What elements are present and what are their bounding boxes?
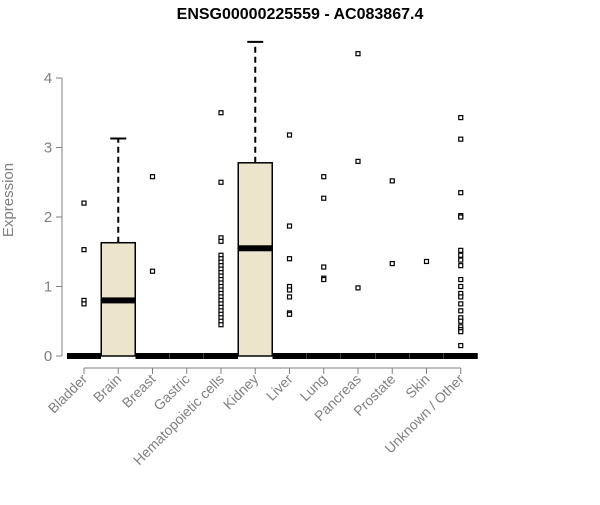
median-bar [238, 245, 273, 252]
outlier-point [81, 301, 87, 307]
outlier-point [149, 174, 156, 180]
outlier-point [458, 276, 464, 283]
x-tick-label: Kidney [220, 371, 262, 413]
median-bar [169, 353, 204, 359]
outlier-point [286, 294, 293, 300]
x-tick-label: Skin [402, 371, 433, 402]
outlier-point [458, 247, 464, 253]
outlier-point [458, 318, 464, 324]
median-bar [375, 353, 410, 359]
chart-title: ENSG00000225559 - AC083867.4 [176, 6, 424, 23]
outlier-point [286, 287, 293, 293]
outlier-point [149, 268, 156, 274]
median-bar [135, 353, 170, 359]
y-tick-label: 1 [44, 279, 52, 296]
outlier-point [355, 51, 361, 57]
y-tick-label: 3 [44, 140, 52, 157]
y-tick-label: 0 [44, 348, 52, 365]
outlier-point [458, 190, 464, 196]
outlier-point [423, 258, 430, 265]
outlier-point [458, 257, 464, 263]
outlier-point [321, 174, 327, 180]
outlier-point [458, 308, 464, 314]
y-tick-label: 2 [44, 209, 52, 226]
box-5 [237, 162, 273, 357]
y-axis-label: Expression [0, 163, 17, 237]
median-bar [341, 353, 375, 359]
outlier-point [458, 136, 464, 142]
outlier-point [389, 178, 395, 184]
y-tick-label: 4 [44, 70, 52, 87]
median-bar [272, 353, 307, 359]
outlier-point [218, 179, 224, 185]
outlier-point [458, 342, 464, 349]
median-bar [306, 353, 341, 359]
outlier-point [286, 256, 293, 262]
x-tick-label: Liver [263, 371, 296, 404]
outlier-point [286, 132, 293, 138]
outlier-point [458, 283, 464, 290]
outlier-point [458, 329, 464, 335]
outlier-point [458, 252, 464, 258]
outlier-point [458, 263, 464, 269]
outlier-point [389, 260, 395, 267]
outlier-point [458, 214, 464, 220]
median-bar [443, 353, 478, 359]
median-bar [67, 353, 101, 359]
median-bar [101, 297, 136, 304]
median-bar [409, 353, 444, 359]
outlier-point [81, 200, 87, 206]
x-tick-label: Bladder [45, 371, 91, 417]
outlier-point [321, 276, 327, 283]
outlier-point [286, 311, 293, 317]
outlier-point [355, 158, 361, 164]
outlier-point [355, 285, 361, 291]
outlier-point [81, 247, 87, 253]
outlier-point [321, 195, 327, 201]
outlier-point [218, 322, 224, 328]
outlier-point [286, 223, 293, 229]
outlier-point [458, 294, 464, 300]
median-bar [204, 353, 238, 359]
outlier-point [458, 115, 464, 121]
outlier-point [218, 238, 224, 244]
outlier-point [458, 301, 464, 307]
outlier-point [321, 264, 327, 270]
outlier-point [218, 110, 224, 116]
